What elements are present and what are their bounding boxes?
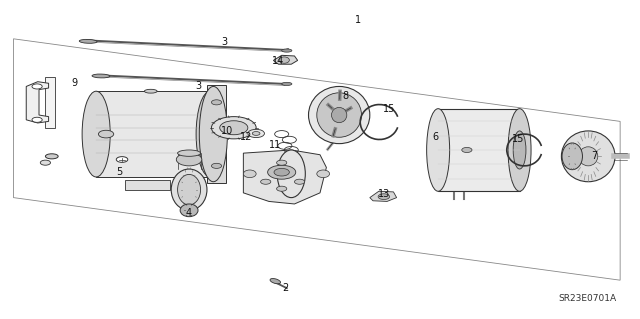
Polygon shape xyxy=(26,82,49,123)
Ellipse shape xyxy=(282,49,292,52)
Ellipse shape xyxy=(274,168,289,176)
Text: 3: 3 xyxy=(221,37,227,47)
Ellipse shape xyxy=(180,204,198,217)
Ellipse shape xyxy=(116,157,128,162)
Text: 13: 13 xyxy=(378,189,390,199)
Ellipse shape xyxy=(513,131,526,169)
Text: 15: 15 xyxy=(512,134,524,144)
Text: 10: 10 xyxy=(221,126,234,136)
Ellipse shape xyxy=(427,109,450,191)
Ellipse shape xyxy=(462,147,472,152)
Ellipse shape xyxy=(579,147,598,166)
Text: 8: 8 xyxy=(342,91,349,101)
Ellipse shape xyxy=(40,160,51,165)
Ellipse shape xyxy=(32,84,42,89)
Ellipse shape xyxy=(79,40,97,43)
Ellipse shape xyxy=(248,129,264,137)
Text: 6: 6 xyxy=(432,132,438,142)
Text: 9: 9 xyxy=(71,78,77,88)
Ellipse shape xyxy=(211,117,256,139)
Ellipse shape xyxy=(268,165,296,179)
Text: 14: 14 xyxy=(273,56,285,66)
Polygon shape xyxy=(96,91,210,177)
Ellipse shape xyxy=(177,174,200,205)
Ellipse shape xyxy=(204,120,216,148)
Text: 12: 12 xyxy=(241,132,253,142)
Polygon shape xyxy=(370,191,397,201)
Text: 5: 5 xyxy=(116,167,122,177)
Ellipse shape xyxy=(145,89,157,93)
Text: 3: 3 xyxy=(196,81,202,92)
Ellipse shape xyxy=(32,117,42,122)
Text: 11: 11 xyxy=(269,140,282,150)
Ellipse shape xyxy=(252,131,260,135)
Text: 1: 1 xyxy=(355,15,362,25)
Ellipse shape xyxy=(308,86,370,144)
Ellipse shape xyxy=(317,170,330,178)
Polygon shape xyxy=(243,150,326,204)
Ellipse shape xyxy=(277,150,305,197)
Ellipse shape xyxy=(294,179,305,184)
Polygon shape xyxy=(438,109,520,191)
Ellipse shape xyxy=(211,100,221,105)
Ellipse shape xyxy=(176,153,202,166)
Ellipse shape xyxy=(561,131,615,182)
Ellipse shape xyxy=(508,109,531,191)
Text: 7: 7 xyxy=(591,151,598,161)
Ellipse shape xyxy=(45,154,58,159)
Ellipse shape xyxy=(220,121,248,135)
Ellipse shape xyxy=(196,91,224,177)
Text: 4: 4 xyxy=(186,209,192,219)
Ellipse shape xyxy=(82,91,110,177)
Polygon shape xyxy=(45,77,55,128)
Ellipse shape xyxy=(317,93,362,137)
Polygon shape xyxy=(273,55,298,64)
Ellipse shape xyxy=(562,143,582,170)
Ellipse shape xyxy=(332,108,347,123)
Ellipse shape xyxy=(276,186,287,191)
Ellipse shape xyxy=(92,74,110,78)
Ellipse shape xyxy=(199,86,227,182)
Text: 2: 2 xyxy=(282,283,288,293)
Polygon shape xyxy=(125,180,170,190)
Text: 15: 15 xyxy=(383,104,395,114)
Ellipse shape xyxy=(282,82,292,85)
Ellipse shape xyxy=(260,179,271,184)
Ellipse shape xyxy=(172,169,207,210)
Ellipse shape xyxy=(99,130,114,138)
Text: SR23E0701A: SR23E0701A xyxy=(559,294,617,303)
Ellipse shape xyxy=(243,170,256,178)
Polygon shape xyxy=(207,85,226,183)
Ellipse shape xyxy=(177,150,200,156)
Ellipse shape xyxy=(378,194,390,199)
Ellipse shape xyxy=(276,160,287,165)
Ellipse shape xyxy=(270,278,280,284)
Ellipse shape xyxy=(211,163,221,168)
Ellipse shape xyxy=(279,57,289,63)
